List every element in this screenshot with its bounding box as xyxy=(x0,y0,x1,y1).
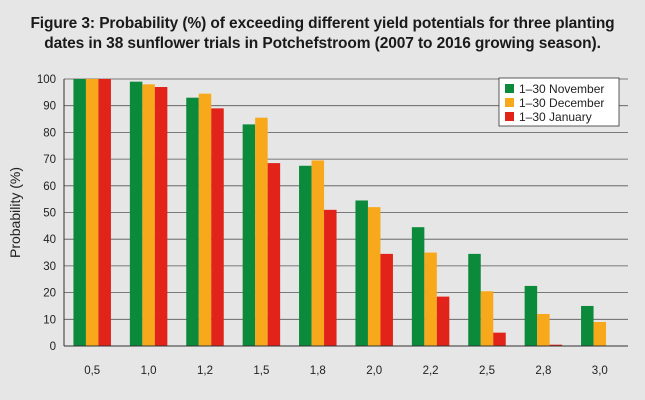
legend-swatch xyxy=(505,112,514,121)
bar-1-30-november-2-0 xyxy=(355,200,368,346)
y-tick-labels: 0 10 20 30 40 50 60 70 80 90 100 xyxy=(37,74,56,353)
bar-1-30-december-0-5 xyxy=(85,79,99,346)
y-tick-label: 50 xyxy=(43,208,56,220)
x-tick-label: 2,0 xyxy=(366,365,382,377)
legend-label: 1–30 November xyxy=(519,82,604,96)
bar-1-30-january-1-2 xyxy=(211,108,224,347)
bar-1-30-november-0-5 xyxy=(73,79,86,346)
axes xyxy=(63,79,628,347)
bar-1-30-january-1-5 xyxy=(267,163,281,346)
bar-1-30-january-2-5 xyxy=(493,332,506,346)
y-tick-label: 90 xyxy=(43,101,56,113)
y-tick-label: 80 xyxy=(43,127,56,139)
bar-1-30-november-2-5 xyxy=(468,253,481,346)
legend-label: 1–30 December xyxy=(519,96,604,110)
bar-1-30-november-1-8 xyxy=(299,165,312,346)
x-tick-label: 3,0 xyxy=(592,365,608,377)
x-tick-label: 2,5 xyxy=(479,365,495,377)
bar-1-30-december-2-0 xyxy=(367,207,381,346)
bar-1-30-november-1-0 xyxy=(129,81,143,347)
chart-title-line-2: dates in 38 sunflower trials in Potchefs… xyxy=(44,35,601,52)
bar-1-30-december-1-5 xyxy=(255,117,268,346)
x-tick-label: 1,0 xyxy=(141,365,157,377)
legend-swatch xyxy=(505,84,514,93)
bar-1-30-december-3-0 xyxy=(593,321,607,346)
chart-title-line-1: Figure 3: Probability (%) of exceeding d… xyxy=(30,15,615,32)
bar-1-30-january-2-0 xyxy=(380,253,393,346)
y-axis-label: Probability (%) xyxy=(7,167,23,258)
x-tick-label: 1,5 xyxy=(253,365,269,377)
x-tick-label: 2,8 xyxy=(535,365,551,377)
legend-swatch xyxy=(505,98,514,107)
bar-1-30-december-2-8 xyxy=(537,313,550,346)
chart-title: Figure 3: Probability (%) of exceeding d… xyxy=(0,14,645,54)
bar-1-30-january-2-2 xyxy=(436,296,450,346)
bar-1-30-january-2-8 xyxy=(549,344,563,346)
legend-box xyxy=(498,77,620,127)
bar-1-30-november-2-2 xyxy=(411,227,425,346)
bars xyxy=(73,79,607,347)
y-tick-label: 30 xyxy=(43,261,56,273)
y-tick-label: 70 xyxy=(43,154,56,166)
y-tick-label: 100 xyxy=(37,74,56,86)
y-tick-label: 60 xyxy=(43,181,56,193)
bar-1-30-december-1-2 xyxy=(198,93,212,346)
y-tick-label: 40 xyxy=(43,234,56,246)
x-tick-label: 1,8 xyxy=(310,365,326,377)
x-tick-label: 0,5 xyxy=(84,365,100,377)
bar-1-30-november-1-5 xyxy=(242,124,256,346)
bar-1-30-november-1-2 xyxy=(186,97,199,346)
y-tick-label: 10 xyxy=(43,314,56,326)
bar-1-30-november-3-0 xyxy=(581,305,594,346)
bar-1-30-january-1-0 xyxy=(154,87,168,346)
bar-1-30-december-2-5 xyxy=(480,291,494,346)
bar-1-30-december-1-0 xyxy=(142,84,155,346)
bar-1-30-december-2-2 xyxy=(424,252,437,346)
x-tick-label: 1,2 xyxy=(197,365,213,377)
y-tick-label: 0 xyxy=(50,341,56,353)
bar-1-30-january-0-5 xyxy=(98,79,111,346)
bar-1-30-january-1-8 xyxy=(324,209,337,346)
x-tick-labels: 0,5 1,0 1,2 1,5 1,8 2,0 2,2 2,5 2,8 3,0 xyxy=(84,365,608,377)
y-tick-label: 20 xyxy=(43,288,56,300)
legend-label: 1–30 January xyxy=(519,110,592,124)
x-tick-label: 2,2 xyxy=(423,365,439,377)
bar-1-30-december-1-8 xyxy=(311,160,325,346)
bar-1-30-november-2-8 xyxy=(524,285,538,346)
